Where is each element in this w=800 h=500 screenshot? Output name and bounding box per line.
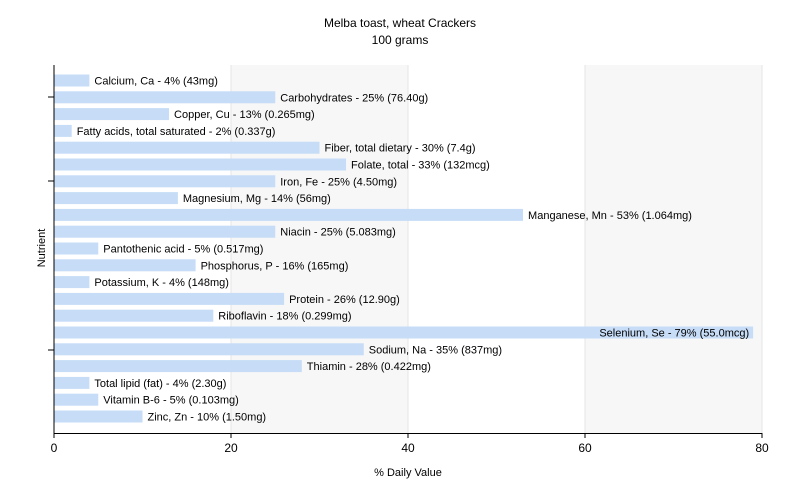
bar [54,393,99,406]
bar [54,108,170,121]
x-tick-label: 40 [401,441,415,455]
bar-label: Potassium, K - 4% (148mg) [94,277,229,289]
bar-label: Protein - 26% (12.90g) [289,294,400,306]
bar [54,242,99,255]
bar-label: Fatty acids, total saturated - 2% (0.337… [77,126,276,138]
y-axis-title: Nutrient [36,229,48,268]
bar-label: Folate, total - 33% (132mcg) [351,160,490,172]
bar [54,225,276,238]
bar-label: Copper, Cu - 13% (0.265mg) [174,109,315,121]
bar [54,158,347,171]
x-tick-label: 20 [224,441,238,455]
bar-label: Selenium, Se - 79% (55.0mcg) [599,328,749,340]
bar-label: Carbohydrates - 25% (76.40g) [280,92,428,104]
bar-label: Total lipid (fat) - 4% (2.30g) [94,378,226,390]
x-axis-title: % Daily Value [374,467,442,479]
bar [54,343,364,356]
bar-label: Manganese, Mn - 53% (1.064mg) [528,210,692,222]
bar-label: Fiber, total dietary - 30% (7.4g) [325,143,476,155]
bar-label: Phosphorus, P - 16% (165mg) [201,260,349,272]
bar-label: Thiamin - 28% (0.422mg) [307,361,431,373]
axes-layer: 0 20 40 60 80 [48,65,769,455]
bar-label: Zinc, Zn - 10% (1.50mg) [148,412,267,424]
bar [54,326,754,339]
bar-label: Niacin - 25% (5.083mg) [280,227,396,239]
x-tick-label: 80 [755,441,769,455]
bar [54,292,285,305]
bar [54,141,320,154]
grid-band [585,65,762,433]
bar [54,175,276,188]
bar [54,208,524,221]
bar [54,276,90,289]
bar [54,124,72,137]
bars-layer: Calcium, Ca - 4% (43mg) Carbohydrates - 2… [54,74,754,424]
x-tick-label: 0 [51,441,58,455]
bar [54,410,143,423]
bar [54,259,196,272]
chart-subtitle: 100 grams [372,33,429,47]
bar-label: Magnesium, Mg - 14% (56mg) [183,193,331,205]
bar [54,360,302,373]
bar [54,192,178,205]
bar-label: Calcium, Ca - 4% (43mg) [94,76,217,88]
bar-label: Riboflavin - 18% (0.299mg) [218,311,351,323]
x-tick-label: 60 [578,441,592,455]
bar [54,74,90,87]
bar [54,91,276,104]
bar-label: Pantothenic acid - 5% (0.517mg) [103,244,263,256]
bar [54,309,214,322]
bar-label: Sodium, Na - 35% (837mg) [369,344,502,356]
bar-label: Vitamin B-6 - 5% (0.103mg) [103,395,239,407]
bar [54,376,90,389]
chart-title: Melba toast, wheat Crackers [324,16,476,30]
bar-label: Iron, Fe - 25% (4.50mg) [280,176,397,188]
